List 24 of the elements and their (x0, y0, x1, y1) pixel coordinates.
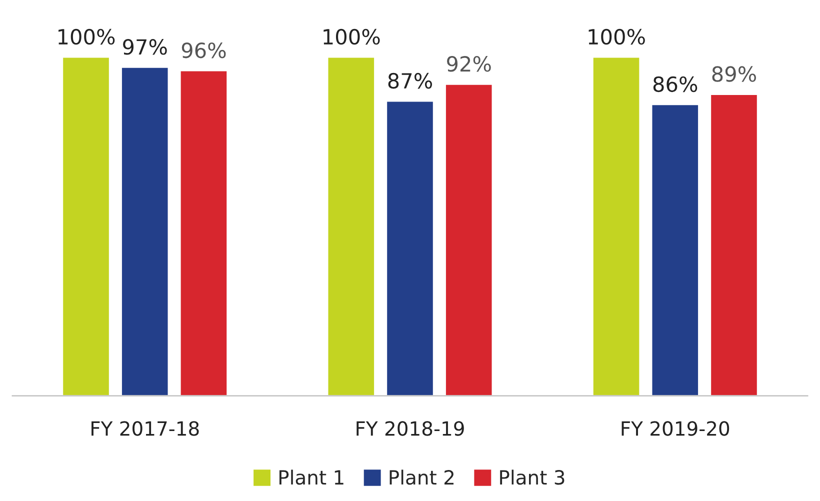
x-tick-label: FY 2018-19 (356, 421, 464, 436)
data-label: 100% (58, 28, 115, 45)
data-label: 97% (123, 39, 167, 55)
x-tick-label: FY 2017-18 (92, 421, 199, 436)
bar (386, 100, 434, 396)
data-label: 86% (653, 76, 698, 92)
data-label: 92% (447, 56, 491, 72)
data-label: 87% (388, 72, 432, 89)
bar (592, 56, 641, 396)
data-label: 100% (588, 28, 645, 45)
legend-label: Plant 1 (279, 470, 344, 485)
bar (326, 56, 376, 396)
x-tick-label: FY 2019-20 (622, 421, 730, 436)
data-label: 96% (182, 42, 226, 58)
data-label: 89% (712, 66, 756, 82)
bar (710, 94, 758, 396)
legend-label: Plant 2 (390, 470, 454, 485)
bar (179, 70, 228, 396)
data-label: 100% (324, 28, 380, 45)
bar (650, 104, 700, 396)
bar (62, 56, 110, 396)
bar (120, 66, 170, 396)
bar (444, 83, 494, 396)
legend-label: Plant 3 (500, 470, 564, 485)
